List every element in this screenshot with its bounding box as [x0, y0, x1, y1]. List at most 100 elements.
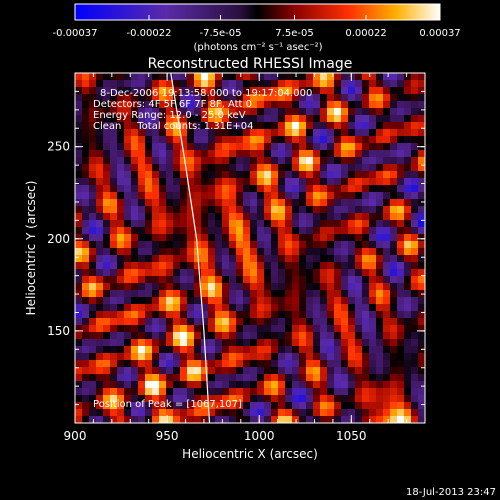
heatmap-cell [285, 129, 293, 137]
heatmap-cell [257, 248, 265, 256]
heatmap-cell [145, 101, 153, 109]
heatmap-cell [397, 129, 405, 137]
heatmap-cell [138, 395, 146, 403]
heatmap-cell [362, 192, 370, 200]
heatmap-cell [236, 185, 244, 193]
heatmap-cell [404, 185, 412, 193]
heatmap-cell [75, 136, 83, 144]
heatmap-cell [362, 206, 370, 214]
heatmap-cell [285, 367, 293, 375]
heatmap-cell [348, 101, 356, 109]
heatmap-cell [180, 115, 188, 123]
heatmap-cell [82, 136, 90, 144]
heatmap-cell [292, 353, 300, 361]
heatmap-cell [397, 346, 405, 354]
heatmap-cell [334, 374, 342, 382]
heatmap-cell [222, 402, 230, 410]
heatmap-cell [278, 227, 286, 235]
heatmap-cell [411, 101, 419, 109]
heatmap-cell [369, 304, 377, 312]
heatmap-cell [124, 185, 132, 193]
heatmap-cell [306, 220, 314, 228]
heatmap-cell [327, 185, 335, 193]
heatmap-cell [180, 178, 188, 186]
heatmap-cell [327, 297, 335, 305]
heatmap-cell [369, 94, 377, 102]
heatmap-cell [103, 164, 111, 172]
heatmap-cell [201, 248, 209, 256]
heatmap-cell [292, 122, 300, 130]
heatmap-cell [138, 248, 146, 256]
heatmap-cell [194, 178, 202, 186]
heatmap-cell [306, 339, 314, 347]
heatmap-cell [313, 150, 321, 158]
heatmap-cell [138, 325, 146, 333]
heatmap-cell [152, 213, 160, 221]
heatmap-cell [334, 185, 342, 193]
heatmap-cell [117, 332, 125, 340]
heatmap-cell [418, 115, 425, 123]
heatmap-cell [348, 192, 356, 200]
heatmap-cell [103, 73, 111, 81]
heatmap-cell [257, 290, 265, 298]
heatmap-cell [341, 353, 349, 361]
heatmap-cell [348, 213, 356, 221]
heatmap-cell [341, 108, 349, 116]
heatmap-cell [306, 297, 314, 305]
heatmap-cell [236, 290, 244, 298]
heatmap-cell [341, 241, 349, 249]
heatmap-cell [390, 269, 398, 277]
heatmap-cell [376, 108, 384, 116]
heatmap-cell [194, 150, 202, 158]
heatmap-cell [278, 248, 286, 256]
heatmap-cell [152, 276, 160, 284]
heatmap-cell [355, 115, 363, 123]
heatmap-cell [411, 94, 419, 102]
heatmap-cell [418, 108, 425, 116]
heatmap-cell [278, 241, 286, 249]
heatmap-cell [341, 311, 349, 319]
heatmap-cell [334, 206, 342, 214]
heatmap-cell [397, 276, 405, 284]
heatmap-cell [369, 199, 377, 207]
heatmap-cell [243, 388, 251, 396]
heatmap-cell [320, 241, 328, 249]
heatmap-cell [397, 94, 405, 102]
heatmap-cell [334, 332, 342, 340]
heatmap-cell [215, 360, 223, 368]
heatmap-cell [117, 416, 125, 423]
heatmap-cell [124, 297, 132, 305]
heatmap-cell [257, 94, 265, 102]
heatmap-cell [390, 325, 398, 333]
heatmap-cell [124, 381, 132, 389]
heatmap-cell [131, 388, 139, 396]
heatmap-cell [299, 227, 307, 235]
heatmap-cell [194, 206, 202, 214]
heatmap-cell [89, 115, 97, 123]
heatmap-cell [355, 304, 363, 312]
heatmap-cell [173, 171, 181, 179]
x-tick-label: 900 [64, 429, 87, 443]
heatmap-cell [194, 80, 202, 88]
heatmap-cell [243, 374, 251, 382]
heatmap-cell [355, 213, 363, 221]
heatmap-cell [131, 73, 139, 81]
heatmap-cell [250, 381, 258, 389]
heatmap-cell [376, 178, 384, 186]
heatmap-cell [418, 87, 425, 95]
heatmap-cell [362, 220, 370, 228]
heatmap-cell [418, 276, 425, 284]
heatmap-cell [180, 304, 188, 312]
heatmap-cell [306, 290, 314, 298]
heatmap-cell [306, 395, 314, 403]
heatmap-cell [180, 395, 188, 403]
heatmap-cell [145, 164, 153, 172]
heatmap-cell [327, 101, 335, 109]
heatmap-cell [96, 318, 104, 326]
heatmap-cell [383, 178, 391, 186]
heatmap-cell [166, 164, 174, 172]
heatmap-cell [124, 171, 132, 179]
heatmap-cell [341, 339, 349, 347]
heatmap-cell [299, 388, 307, 396]
